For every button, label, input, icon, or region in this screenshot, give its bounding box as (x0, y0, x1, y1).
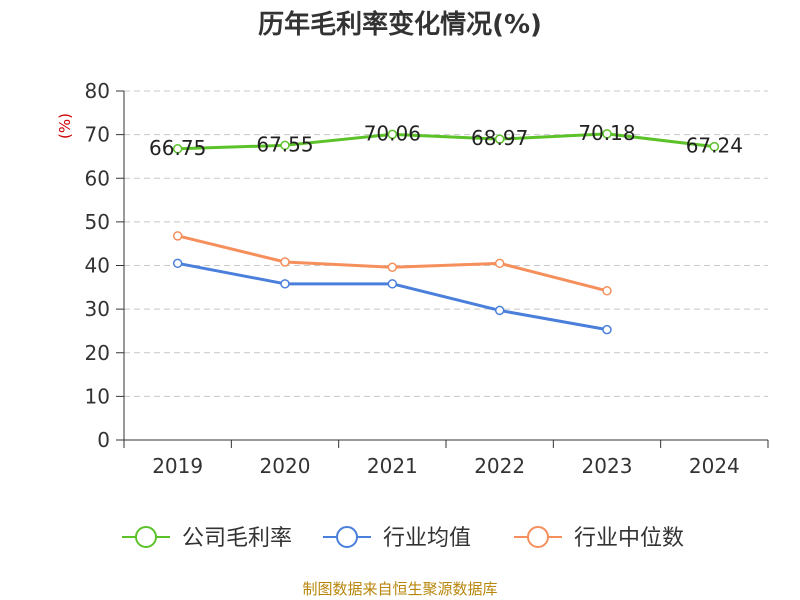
series-point-0 (387, 129, 398, 140)
series-point-2 (280, 257, 290, 267)
series-point-2 (172, 231, 183, 241)
series-point-0 (494, 134, 505, 144)
y-axis-unit: (%) (56, 113, 74, 139)
x-tick-label: 2023 (582, 454, 633, 478)
series-line-0 (177, 132, 715, 151)
legend-label: 公司毛利率 (182, 526, 292, 551)
series-point-0 (172, 144, 183, 154)
y-tick-label: 50 (85, 210, 110, 234)
y-tick-label: 70 (85, 123, 110, 147)
series-group (172, 129, 720, 335)
y-tick-label: 60 (85, 166, 110, 190)
series-point-0 (602, 129, 612, 139)
series-point-1 (172, 258, 183, 269)
series-point-1 (602, 324, 612, 335)
data-label: 66.75 (149, 136, 206, 160)
x-tick-label: 2021 (367, 454, 418, 478)
legend-label: 行业均值 (383, 526, 471, 551)
data-label: 67.24 (686, 134, 743, 158)
series-point-1 (280, 279, 290, 289)
series-point-1 (494, 305, 505, 316)
series-point-2 (387, 262, 398, 272)
y-tick-label: 10 (85, 384, 110, 408)
data-label: 68.97 (471, 126, 528, 150)
chart-title: 历年毛利率变化情况(%) (258, 9, 542, 40)
data-label: 70.18 (578, 121, 635, 145)
source-note: 制图数据来自恒生聚源数据库 (302, 580, 497, 598)
series-point-0 (280, 140, 290, 151)
series-point-2 (602, 286, 612, 296)
data-label: 67.55 (256, 132, 313, 156)
data-labels: 66.75 67.55 70.06 68.97 70.18 67.24 (149, 121, 743, 160)
legend-label: 行业中位数 (574, 526, 684, 551)
x-tick-label: 2019 (152, 454, 203, 478)
legend-marker-0 (135, 526, 157, 548)
y-tick-label: 0 (97, 428, 110, 452)
series-point-1 (387, 279, 398, 289)
legend: 公司毛利率 行业均值 行业中位数 (122, 526, 684, 551)
x-tick-label: 2024 (689, 454, 740, 478)
legend-marker-2 (527, 526, 549, 548)
series-point-0 (709, 141, 720, 152)
series-point-2 (494, 258, 505, 269)
y-tick-label: 80 (85, 79, 110, 103)
y-tick-label: 30 (85, 297, 110, 321)
data-label: 70.06 (364, 121, 421, 145)
legend-marker-1 (336, 526, 358, 548)
x-tick-label: 2020 (260, 454, 311, 478)
axes: 0 10 20 30 40 50 60 70 80 2019 2020 2021 2022 2023 202… (85, 79, 769, 478)
y-tick-label: 40 (85, 254, 110, 278)
x-tick-label: 2022 (474, 454, 525, 478)
y-tick-label: 20 (85, 341, 110, 365)
